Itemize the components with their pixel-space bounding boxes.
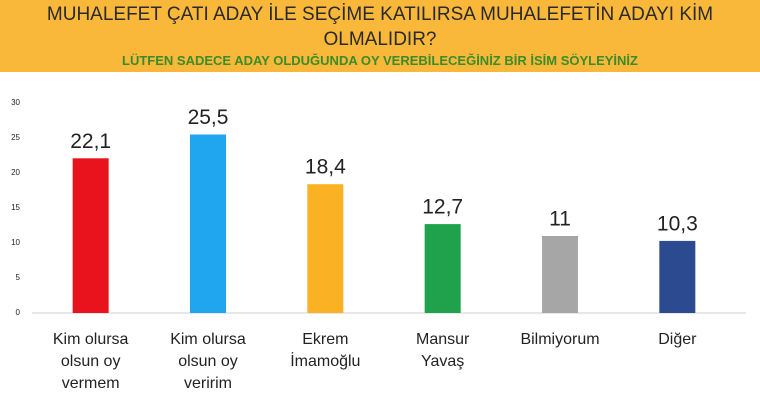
value-label: 11 [549, 208, 571, 231]
value-label: 22,1 [70, 130, 111, 153]
header: MUHALEFET ÇATI ADAY İLE SEÇİME KATILIRSA… [0, 0, 760, 72]
value-label: 12,7 [422, 196, 463, 219]
value-label: 25,5 [188, 106, 229, 129]
x-tick-label: İmamoğlu [290, 351, 360, 370]
value-label: 18,4 [305, 156, 346, 179]
y-tick-label: 0 [16, 308, 21, 317]
chart-title: MUHALEFET ÇATI ADAY İLE SEÇİME KATILIRSA… [46, 4, 714, 50]
bar [424, 224, 461, 313]
x-tick-label: Bilmiyorum [520, 331, 599, 348]
x-tick-label: vermem [62, 375, 120, 392]
bar [659, 240, 696, 313]
x-tick-label: veririm [184, 375, 232, 392]
y-tick-label: 15 [11, 203, 20, 212]
x-tick-label: olsun oy [178, 353, 238, 370]
x-tick-label: Kim olursa [170, 331, 246, 348]
x-tick-label: Mansur [416, 331, 470, 348]
y-tick-label: 5 [16, 273, 21, 282]
y-tick-label: 30 [11, 98, 20, 107]
y-tick-label: 25 [11, 133, 20, 142]
x-tick-label: Diğer [658, 331, 697, 348]
bar [307, 184, 344, 313]
x-tick-label: Yavaş [421, 353, 464, 370]
y-tick-label: 20 [11, 168, 20, 177]
x-tick-label: Ekrem [302, 331, 348, 348]
bar [72, 158, 109, 313]
bar [190, 134, 226, 313]
y-tick-label: 10 [11, 238, 20, 247]
bar [542, 236, 578, 313]
chart-subtitle: LÜTFEN SADECE ADAY OLDUĞUNDA OY VEREBİLE… [122, 53, 638, 68]
x-tick-label: Kim olursa [53, 331, 129, 348]
x-tick-label: olsun oy [61, 353, 121, 370]
value-label: 10,3 [657, 212, 698, 235]
